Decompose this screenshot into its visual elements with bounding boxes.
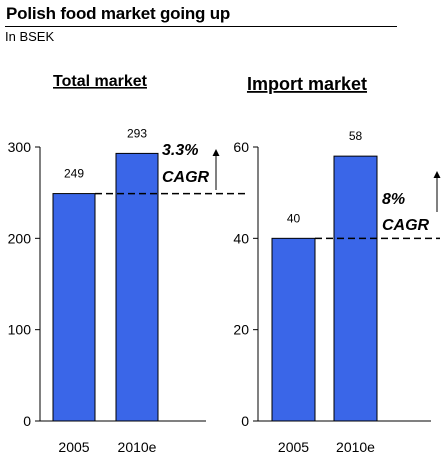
import-market-category-label-2005: 2005	[278, 439, 309, 455]
import-market-bar-2005	[271, 237, 316, 422]
total-market-cagr-label: CAGR	[162, 169, 210, 186]
total-market-value-label-2005: 249	[64, 167, 84, 181]
import-market-category-label-2010e: 2010e	[336, 439, 375, 455]
import-market-value-label-2005: 40	[287, 211, 301, 225]
import-market-y-tick-label: 40	[233, 230, 249, 246]
total-market-bar-2005	[52, 193, 96, 422]
page-title: Polish food market going up	[6, 4, 231, 23]
import-market-value-label-2010e: 58	[349, 129, 363, 143]
total-market-category-label-2010e: 2010e	[118, 439, 157, 455]
title-divider	[5, 26, 397, 27]
page-subtitle: In BSEK	[5, 29, 55, 44]
total-market-value-label-2010e: 293	[127, 126, 147, 140]
total-market-cagr-value: 3.3%	[162, 142, 198, 159]
total-market-y-tick-label: 200	[8, 230, 32, 246]
import-market-cagr-value: 8%	[382, 191, 405, 208]
total-market-chart-title: Total market	[53, 73, 148, 90]
import-market-bar-2010e	[333, 155, 378, 422]
total-market-y-tick-label: 300	[8, 139, 32, 155]
import-market-y-tick-label: 20	[233, 322, 249, 338]
total-market-bar-2010e	[115, 152, 159, 422]
import-market-chart-title: Import market	[247, 74, 367, 94]
total-market-growth-arrow-icon	[212, 149, 220, 156]
import-market-growth-arrow-icon	[433, 171, 441, 178]
import-market-cagr-label: CAGR	[382, 217, 430, 234]
import-market-y-tick-label: 0	[241, 413, 249, 429]
total-market-y-tick-label: 100	[8, 322, 32, 338]
total-market-category-label-2005: 2005	[58, 439, 89, 455]
import-market-y-tick-label: 60	[233, 139, 249, 155]
total-market-y-tick-label: 0	[23, 413, 31, 429]
